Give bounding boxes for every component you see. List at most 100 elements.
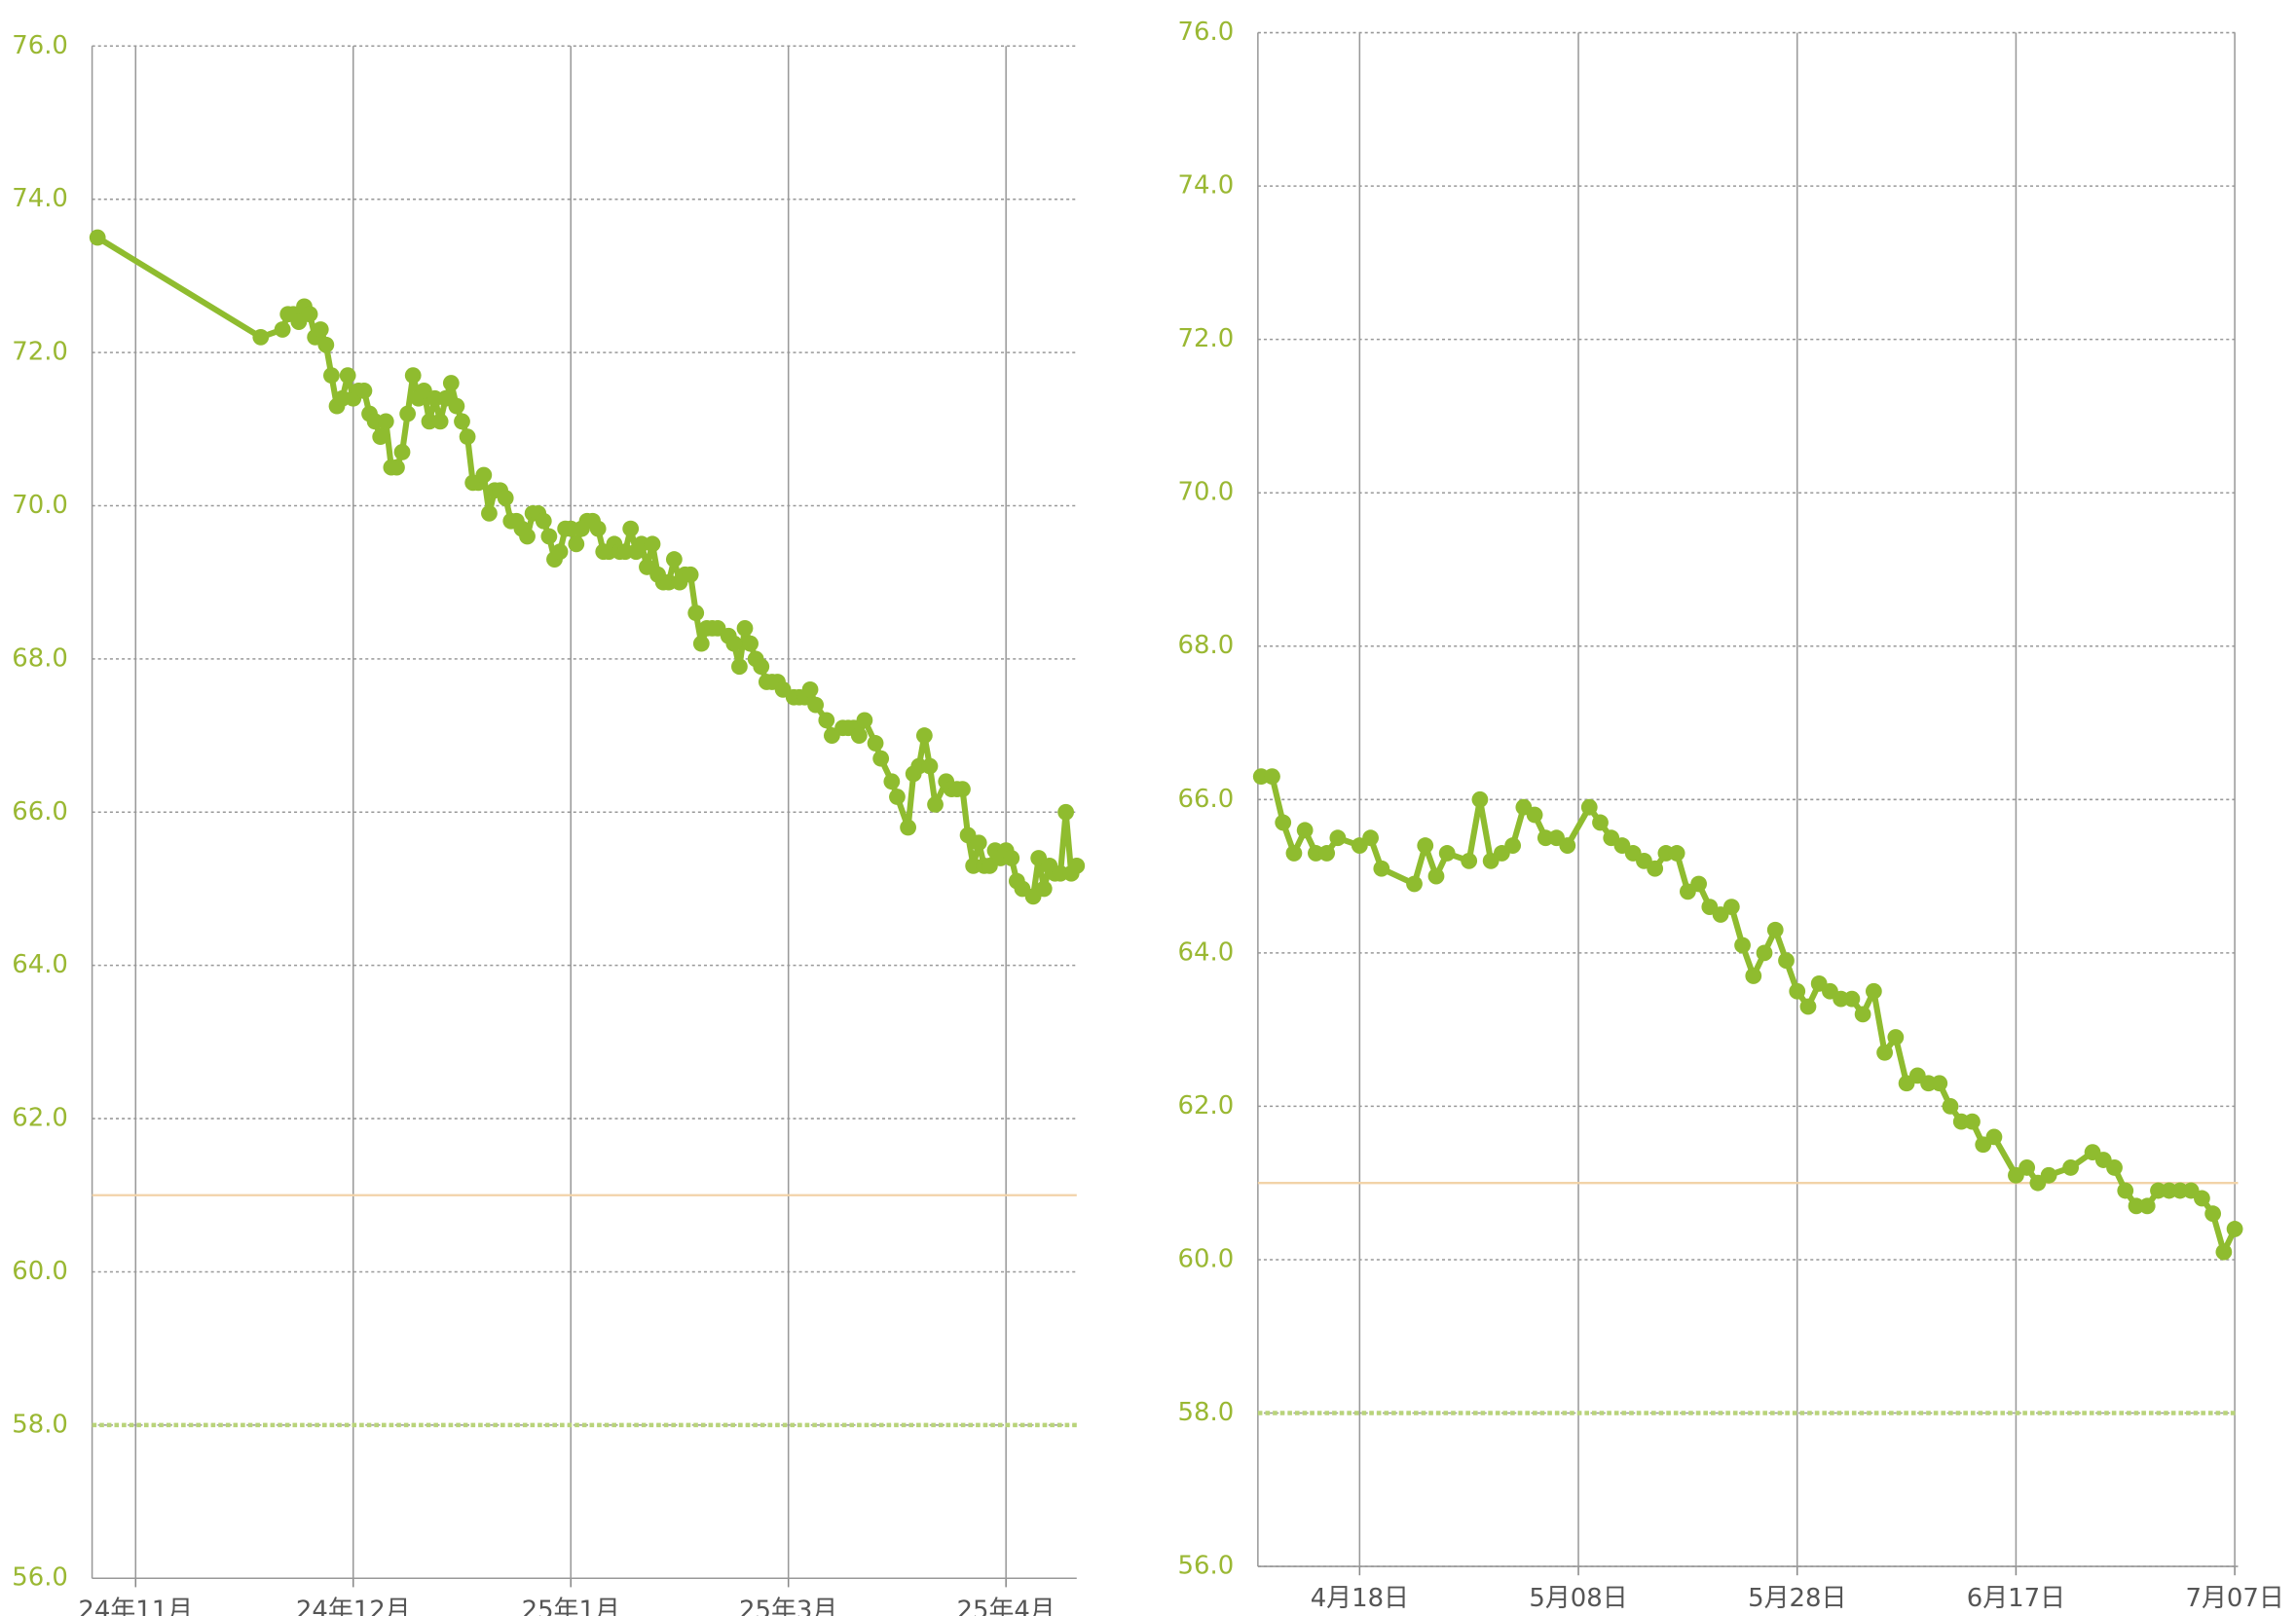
data-point — [2138, 1197, 2156, 1215]
y-tick-label: 68.0 — [1178, 631, 1235, 660]
x-tick-label: 25年1月 — [522, 1596, 620, 1616]
data-point — [753, 658, 770, 676]
y-tick-label: 56.0 — [1178, 1552, 1235, 1581]
data-point — [1438, 845, 1456, 862]
data-point — [872, 750, 890, 767]
data-point — [1766, 921, 1784, 938]
data-point — [644, 535, 661, 553]
data-point — [519, 528, 536, 545]
y-tick-label: 76.0 — [1178, 18, 1235, 47]
data-point — [1471, 790, 1489, 808]
data-point — [448, 397, 465, 415]
data-point — [856, 712, 873, 729]
data-point — [540, 528, 558, 545]
data-point — [1690, 875, 1708, 893]
data-point — [459, 428, 476, 446]
data-point — [2204, 1205, 2222, 1223]
data-line — [1261, 773, 2238, 1256]
y-tick-label: 64.0 — [12, 950, 68, 979]
y-tick-label: 56.0 — [12, 1563, 68, 1593]
data-point — [1580, 798, 1598, 816]
data-point — [399, 405, 417, 422]
y-tick-label: 74.0 — [12, 184, 68, 213]
y-tick-label: 68.0 — [12, 643, 68, 673]
x-tick-label: 6月17日 — [1967, 1584, 2065, 1613]
data-point — [1504, 837, 1522, 854]
data-point — [312, 321, 329, 338]
data-line — [95, 235, 1080, 900]
data-point — [377, 413, 394, 430]
data-point — [301, 306, 318, 323]
data-point — [900, 819, 916, 836]
data-point — [665, 551, 683, 568]
data-point — [1789, 982, 1806, 1000]
data-point — [1526, 806, 1543, 824]
data-point — [915, 727, 933, 744]
data-point — [1275, 814, 1292, 831]
data-point — [867, 735, 884, 752]
data-point — [970, 834, 987, 852]
data-point — [2117, 1182, 2134, 1199]
data-point — [1068, 857, 1086, 874]
data-point — [568, 535, 585, 553]
data-point — [1964, 1113, 1981, 1130]
data-point — [404, 367, 422, 385]
data-point — [481, 504, 498, 522]
y-tick-label: 64.0 — [1178, 937, 1235, 967]
data-point — [317, 336, 335, 353]
data-point — [475, 466, 493, 484]
x-tick-label: 5月28日 — [1748, 1584, 1846, 1613]
data-point — [1778, 952, 1795, 970]
x-tick-label: 25年3月 — [739, 1596, 837, 1616]
y-tick-label: 60.0 — [12, 1257, 68, 1286]
y-tick-label: 76.0 — [12, 31, 68, 60]
data-point — [807, 696, 825, 714]
x-tick-label: 24年11月 — [78, 1596, 193, 1616]
data-point — [622, 520, 640, 537]
data-point — [1329, 829, 1347, 847]
data-point — [535, 512, 552, 530]
data-point — [589, 520, 607, 537]
data-point — [2226, 1221, 2243, 1237]
data-point — [731, 658, 748, 676]
y-tick-label: 72.0 — [1178, 324, 1235, 353]
data-point — [1865, 982, 1882, 1000]
data-point — [339, 367, 356, 385]
data-point — [89, 229, 106, 246]
data-point — [736, 620, 754, 637]
data-point — [442, 375, 460, 391]
y-tick-label: 72.0 — [12, 338, 68, 367]
data-point — [2018, 1159, 2036, 1176]
data-point — [551, 543, 569, 561]
data-point — [850, 727, 868, 744]
data-point — [1427, 867, 1445, 885]
data-point — [1647, 860, 1664, 877]
data-point — [801, 680, 819, 698]
data-point — [454, 413, 470, 430]
data-point — [1264, 768, 1280, 786]
data-point — [1296, 822, 1314, 839]
data-point — [1985, 1128, 2003, 1146]
data-point — [389, 459, 405, 476]
y-tick-label: 62.0 — [12, 1104, 68, 1133]
data-point — [818, 712, 835, 729]
data-point — [1406, 875, 1423, 893]
data-point — [742, 635, 759, 652]
data-point — [725, 635, 743, 652]
data-point — [921, 757, 939, 775]
data-point — [1285, 845, 1303, 862]
data-point — [1668, 845, 1685, 862]
data-point — [687, 605, 705, 622]
data-point — [1876, 1044, 1893, 1061]
data-point — [1931, 1075, 1948, 1092]
y-tick-label: 66.0 — [12, 797, 68, 826]
y-tick-label: 66.0 — [1178, 785, 1235, 814]
data-point — [1035, 880, 1053, 898]
x-tick-label: 7月07日 — [2185, 1584, 2283, 1613]
y-tick-label: 58.0 — [1178, 1398, 1235, 1427]
data-point — [2062, 1159, 2079, 1176]
x-tick-label: 25年4月 — [957, 1596, 1055, 1616]
data-point — [1734, 937, 1751, 954]
data-point — [2194, 1190, 2210, 1207]
